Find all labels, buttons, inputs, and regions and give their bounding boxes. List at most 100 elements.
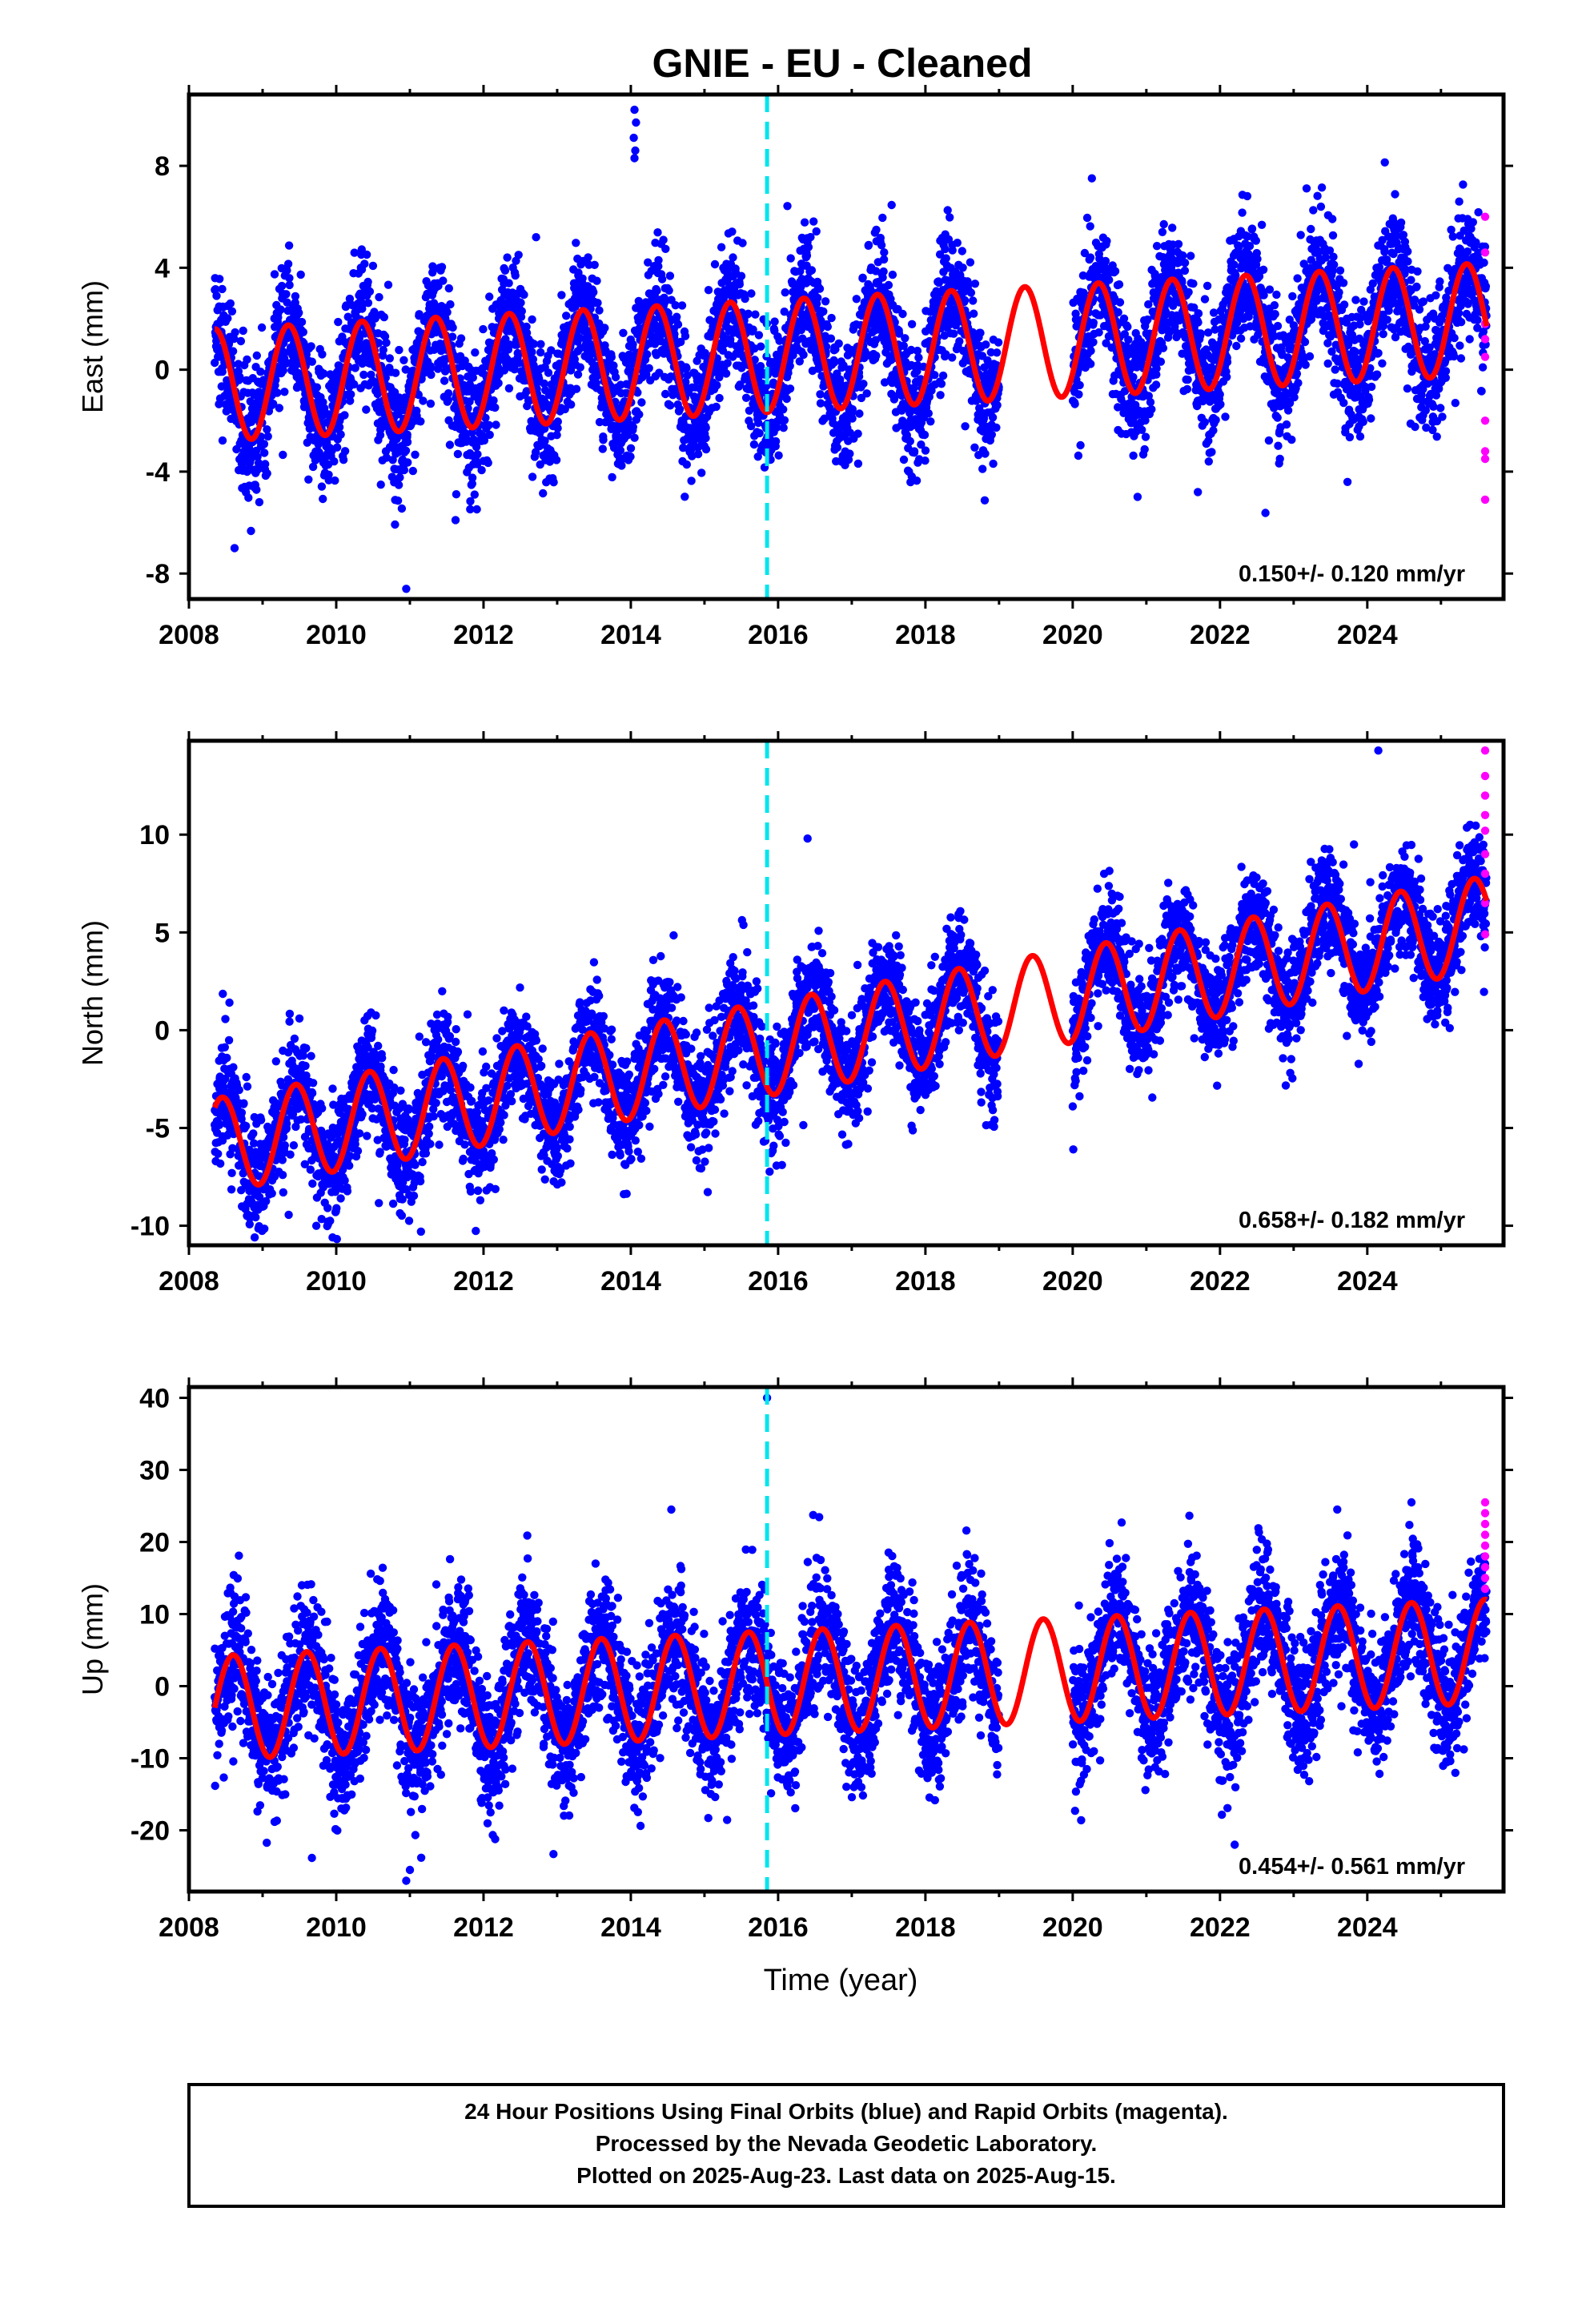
final-orbit-point	[1303, 184, 1311, 192]
final-orbit-point	[382, 339, 390, 347]
final-orbit-point	[687, 476, 695, 485]
final-orbit-point	[921, 446, 930, 454]
final-orbit-point	[375, 293, 383, 301]
final-orbit-point	[1115, 280, 1123, 288]
final-orbit-point	[816, 284, 824, 292]
final-orbit-point	[260, 440, 268, 448]
final-orbit-point	[532, 233, 540, 241]
final-orbit-point	[1309, 206, 1317, 214]
final-orbit-point	[486, 431, 494, 439]
final-orbit-point	[1083, 214, 1091, 222]
final-orbit-point	[835, 340, 843, 348]
time-series-figure: GNIE - EU - Cleaned 2008 2010 2012 2014 2016…	[0, 0, 1582, 2324]
final-orbit-point	[298, 318, 306, 326]
final-orbit-point	[212, 292, 220, 300]
final-orbit-point	[391, 521, 399, 529]
final-orbit-point	[400, 356, 408, 364]
final-orbit-point	[787, 254, 795, 262]
final-orbit-point	[747, 289, 755, 297]
final-orbit-point	[285, 241, 293, 249]
final-orbit-point	[264, 432, 272, 440]
final-orbit-point	[485, 292, 493, 300]
final-orbit-point	[398, 505, 406, 513]
final-orbit-point	[854, 460, 862, 468]
final-orbit-point	[1330, 260, 1338, 268]
final-orbit-point	[1318, 183, 1326, 191]
final-orbit-point	[729, 253, 737, 261]
final-orbit-point	[865, 241, 873, 249]
final-orbit-point	[276, 305, 284, 313]
final-orbit-point	[1168, 223, 1176, 231]
final-orbit-point	[681, 332, 689, 340]
final-orbit-point	[715, 394, 723, 402]
final-orbit-point	[859, 380, 867, 388]
final-orbit-point	[501, 267, 509, 275]
final-orbit-point	[505, 384, 513, 392]
final-orbit-point	[784, 369, 792, 377]
final-orbit-point	[239, 327, 247, 335]
final-orbit-point	[966, 258, 974, 266]
final-orbit-point	[833, 444, 841, 452]
final-orbit-point	[1102, 237, 1110, 245]
final-orbit-point	[1142, 432, 1150, 440]
final-orbit-point	[278, 282, 286, 290]
final-orbit-point	[1129, 452, 1137, 460]
final-orbit-point	[1313, 192, 1321, 200]
final-orbit-point	[1232, 342, 1240, 350]
final-orbit-point	[889, 271, 897, 279]
final-orbit-point	[1297, 231, 1305, 239]
final-orbit-point	[520, 291, 528, 299]
final-orbit-point	[630, 434, 638, 442]
final-orbit-point	[744, 310, 752, 318]
final-orbit-point	[1201, 418, 1209, 426]
final-orbit-point	[845, 449, 853, 457]
final-orbit-point	[637, 398, 645, 406]
final-orbit-point	[1283, 420, 1291, 428]
final-orbit-point	[271, 270, 279, 278]
final-orbit-point	[1272, 291, 1280, 299]
final-orbit-point	[336, 430, 344, 438]
final-orbit-point	[1197, 329, 1205, 337]
final-orbit-point	[1324, 360, 1332, 368]
final-orbit-point	[279, 366, 287, 374]
final-orbit-point	[676, 405, 684, 413]
final-orbit-point	[779, 405, 787, 413]
final-orbit-point	[516, 299, 524, 307]
final-orbit-point	[363, 251, 371, 259]
final-orbit-point	[877, 241, 885, 249]
final-orbit-point	[489, 396, 497, 404]
final-orbit-point	[402, 447, 410, 455]
final-orbit-point	[377, 480, 385, 489]
final-orbit-point	[1253, 255, 1261, 263]
final-orbit-point	[261, 460, 269, 468]
final-orbit-point	[404, 438, 412, 446]
final-orbit-point	[969, 296, 977, 304]
final-orbit-point	[722, 369, 730, 377]
final-orbit-point	[619, 329, 627, 337]
final-orbit-point	[879, 267, 887, 275]
final-orbit-point	[362, 405, 370, 413]
final-orbit-point	[981, 449, 989, 457]
final-orbit-point	[1157, 358, 1165, 366]
final-orbit-point	[713, 381, 721, 389]
final-orbit-point	[1301, 338, 1309, 346]
final-orbit-point	[629, 423, 637, 431]
final-orbit-point	[949, 246, 957, 254]
final-orbit-point	[914, 353, 922, 361]
final-orbit-point	[666, 401, 674, 409]
final-orbit-point	[591, 261, 599, 269]
final-orbit-point	[391, 369, 400, 377]
final-orbit-point	[554, 417, 562, 425]
final-orbit-point	[223, 314, 231, 322]
final-orbit-point	[1339, 399, 1347, 407]
final-orbit-point	[572, 239, 580, 247]
final-orbit-point	[946, 213, 954, 221]
final-orbit-point	[599, 444, 607, 452]
final-orbit-point	[471, 348, 479, 356]
final-orbit-point	[472, 505, 480, 513]
final-orbit-point	[273, 388, 281, 396]
final-orbit-point	[1276, 455, 1284, 463]
final-orbit-point	[958, 247, 966, 255]
final-orbit-point	[878, 214, 886, 222]
final-orbit-point	[1356, 432, 1364, 440]
